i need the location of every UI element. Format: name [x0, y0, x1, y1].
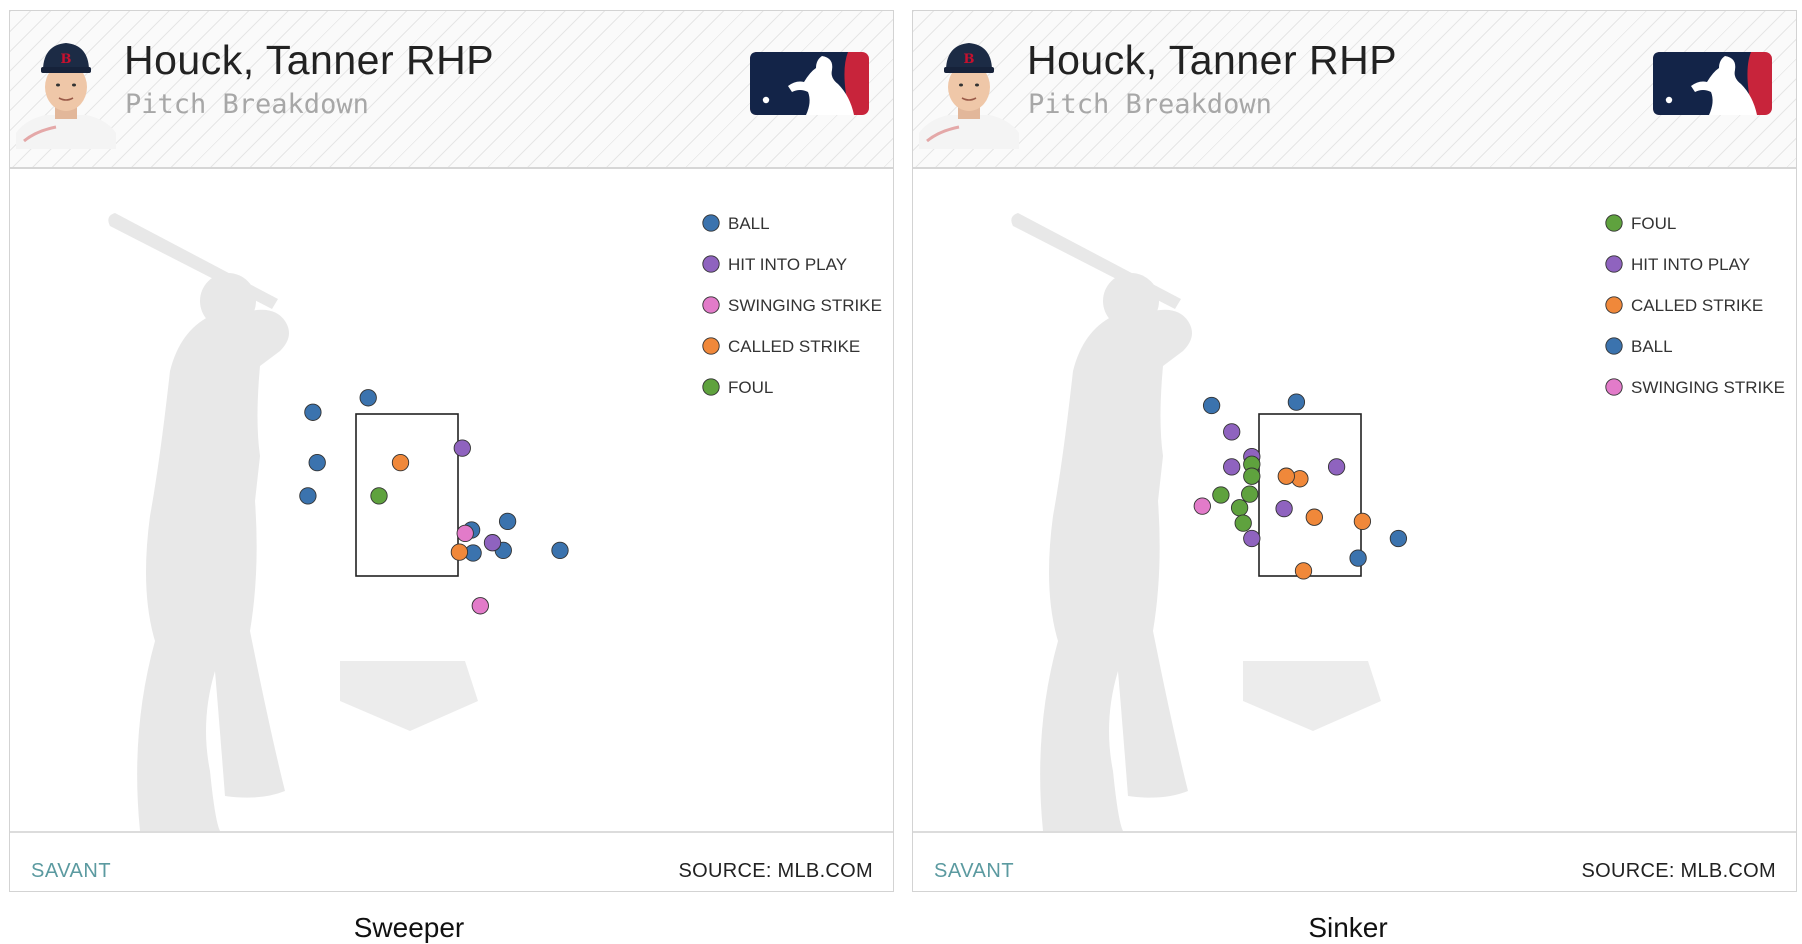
pitch-point-ball: [308, 453, 326, 472]
pitch-point-swinging-strike: [1193, 497, 1211, 515]
legend-marker-foul: [1605, 214, 1623, 232]
pitch-point-foul: [1234, 514, 1252, 532]
pitch-point-ball: [1349, 549, 1367, 567]
legend-marker-swinging-strike: [1605, 378, 1623, 396]
batter-silhouette: [108, 213, 289, 831]
pitch-point-called-strike: [1277, 467, 1295, 485]
pitch-point-ball: [359, 389, 377, 407]
pitch-point-ball: [1202, 396, 1221, 415]
legend-label-hit-into-play: HIT INTO PLAY: [728, 255, 847, 274]
pitch-point-foul: [1241, 485, 1259, 503]
panel-footer: SAVANT SOURCE: MLB.COM: [10, 831, 893, 891]
legend-label-called-strike: CALLED STRIKE: [1631, 296, 1763, 315]
player-headshot: B: [919, 43, 1019, 149]
pitch-chart-panel-sweeper: B Houck, Tanner RHP Pitch Breakdown BALL…: [9, 10, 894, 892]
pitch-point-ball: [498, 512, 517, 531]
pitch-point-ball: [1287, 393, 1306, 411]
legend-marker-hit-into-play: [1605, 255, 1623, 273]
pitch-location-svg: BALL HIT INTO PLAY SWINGING STRIKE CALLED S…: [108, 213, 882, 831]
pitch-point-foul: [1212, 486, 1230, 504]
legend-label-foul: FOUL: [1631, 214, 1676, 233]
pitch-point-hit-into-play: [1223, 423, 1241, 441]
pitch-point-hit-into-play: [1243, 529, 1261, 548]
pitch-point-called-strike: [391, 453, 410, 472]
player-name: Houck, Tanner RHP: [124, 37, 495, 83]
pitch-point-hit-into-play: [1223, 458, 1241, 476]
legend-marker-foul: [702, 378, 720, 396]
legend-marker-called-strike: [1605, 296, 1623, 314]
points-layer: [1193, 393, 1408, 580]
pitch-point-ball: [1389, 529, 1408, 548]
legend-label-swinging-strike: SWINGING STRIKE: [728, 296, 882, 315]
pitch-point-swinging-strike: [456, 524, 474, 543]
pitch-point-called-strike: [1305, 508, 1323, 526]
pitch-point-hit-into-play: [453, 439, 471, 457]
legend-marker-ball: [702, 214, 720, 232]
legend-label-ball: BALL: [728, 214, 770, 233]
pitch-point-swinging-strike: [471, 597, 489, 615]
legend-label-ball: BALL: [1631, 337, 1673, 356]
legend-marker-swinging-strike: [702, 296, 720, 314]
legend-label-hit-into-play: HIT INTO PLAY: [1631, 255, 1750, 274]
pitch-point-called-strike: [1294, 562, 1313, 580]
legend-label-foul: FOUL: [728, 378, 773, 397]
strike-zone: [355, 413, 459, 577]
pitch-location-svg: FOUL HIT INTO PLAY CALLED STRIKE BALL SWINGI…: [1011, 213, 1785, 831]
panel-header: B Houck, Tanner RHP Pitch Breakdown: [10, 11, 893, 169]
player-headshot: B: [16, 43, 116, 149]
source-label: SOURCE: MLB.COM: [678, 860, 873, 882]
pitch-location-plot: BALL HIT INTO PLAY SWINGING STRIKE CALLED S…: [10, 171, 893, 831]
legend-label-swinging-strike: SWINGING STRIKE: [1631, 378, 1785, 397]
legend-marker-hit-into-play: [702, 255, 720, 273]
legend-label-called-strike: CALLED STRIKE: [728, 337, 860, 356]
pitch-point-called-strike: [450, 543, 469, 561]
legend-marker-called-strike: [702, 337, 720, 355]
savant-link[interactable]: SAVANT: [934, 860, 1015, 882]
points-layer: [299, 389, 569, 615]
pitch-location-plot: FOUL HIT INTO PLAY CALLED STRIKE BALL SWINGI…: [913, 171, 1796, 831]
home-plate: [340, 661, 478, 731]
chart-subtitle: Pitch Breakdown: [125, 89, 369, 120]
panel-header: B Houck, Tanner RHP Pitch Breakdown: [913, 11, 1796, 169]
source-label: SOURCE: MLB.COM: [1581, 860, 1776, 882]
batter-silhouette: [1011, 213, 1192, 831]
pitch-chart-panel-sinker: B Houck, Tanner RHP Pitch Breakdown FOUL…: [912, 10, 1797, 892]
pitch-point-hit-into-play: [1275, 499, 1293, 518]
legend: BALL HIT INTO PLAY SWINGING STRIKE CALLED S…: [702, 214, 882, 397]
strike-zone: [1258, 413, 1362, 577]
svg-text:B: B: [964, 52, 975, 67]
pitch-point-ball: [551, 541, 569, 560]
pitch-point-ball: [304, 403, 322, 421]
pitch-point-foul: [370, 487, 388, 505]
chart-subtitle: Pitch Breakdown: [1028, 89, 1272, 120]
savant-link[interactable]: SAVANT: [31, 860, 112, 882]
pitch-point-called-strike: [1353, 512, 1372, 531]
pitch-point-ball: [299, 487, 317, 505]
mlb-logo-icon: [1653, 52, 1772, 115]
chart-caption-sweeper: Sweeper: [353, 912, 465, 943]
pitch-point-hit-into-play: [483, 534, 502, 552]
legend-marker-ball: [1605, 337, 1623, 355]
pitch-point-foul: [1230, 499, 1249, 517]
svg-text:B: B: [61, 52, 72, 67]
chart-caption-sinker: Sinker: [1308, 912, 1388, 943]
pitch-point-hit-into-play: [1327, 458, 1346, 476]
panel-footer: SAVANT SOURCE: MLB.COM: [913, 831, 1796, 891]
home-plate: [1243, 661, 1381, 731]
pitch-point-foul: [1243, 467, 1261, 485]
legend: FOUL HIT INTO PLAY CALLED STRIKE BALL SWINGI…: [1605, 214, 1785, 397]
mlb-logo-icon: [750, 52, 869, 115]
player-name: Houck, Tanner RHP: [1027, 37, 1398, 83]
